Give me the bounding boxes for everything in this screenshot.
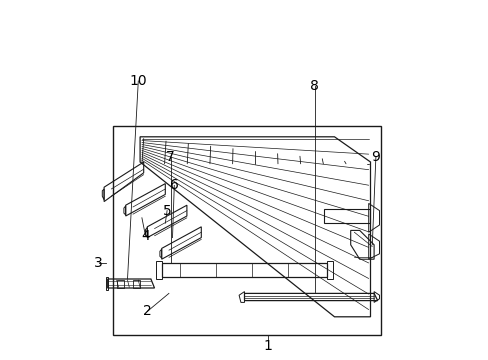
Text: 7: 7 <box>166 150 175 163</box>
Text: 6: 6 <box>169 179 179 192</box>
Text: 9: 9 <box>371 150 380 163</box>
Text: 5: 5 <box>163 204 171 217</box>
Text: 1: 1 <box>263 339 272 352</box>
Text: 8: 8 <box>309 80 319 93</box>
Text: 3: 3 <box>94 256 103 270</box>
Text: 4: 4 <box>141 229 149 243</box>
Text: 2: 2 <box>142 305 151 318</box>
Text: 10: 10 <box>129 74 147 88</box>
